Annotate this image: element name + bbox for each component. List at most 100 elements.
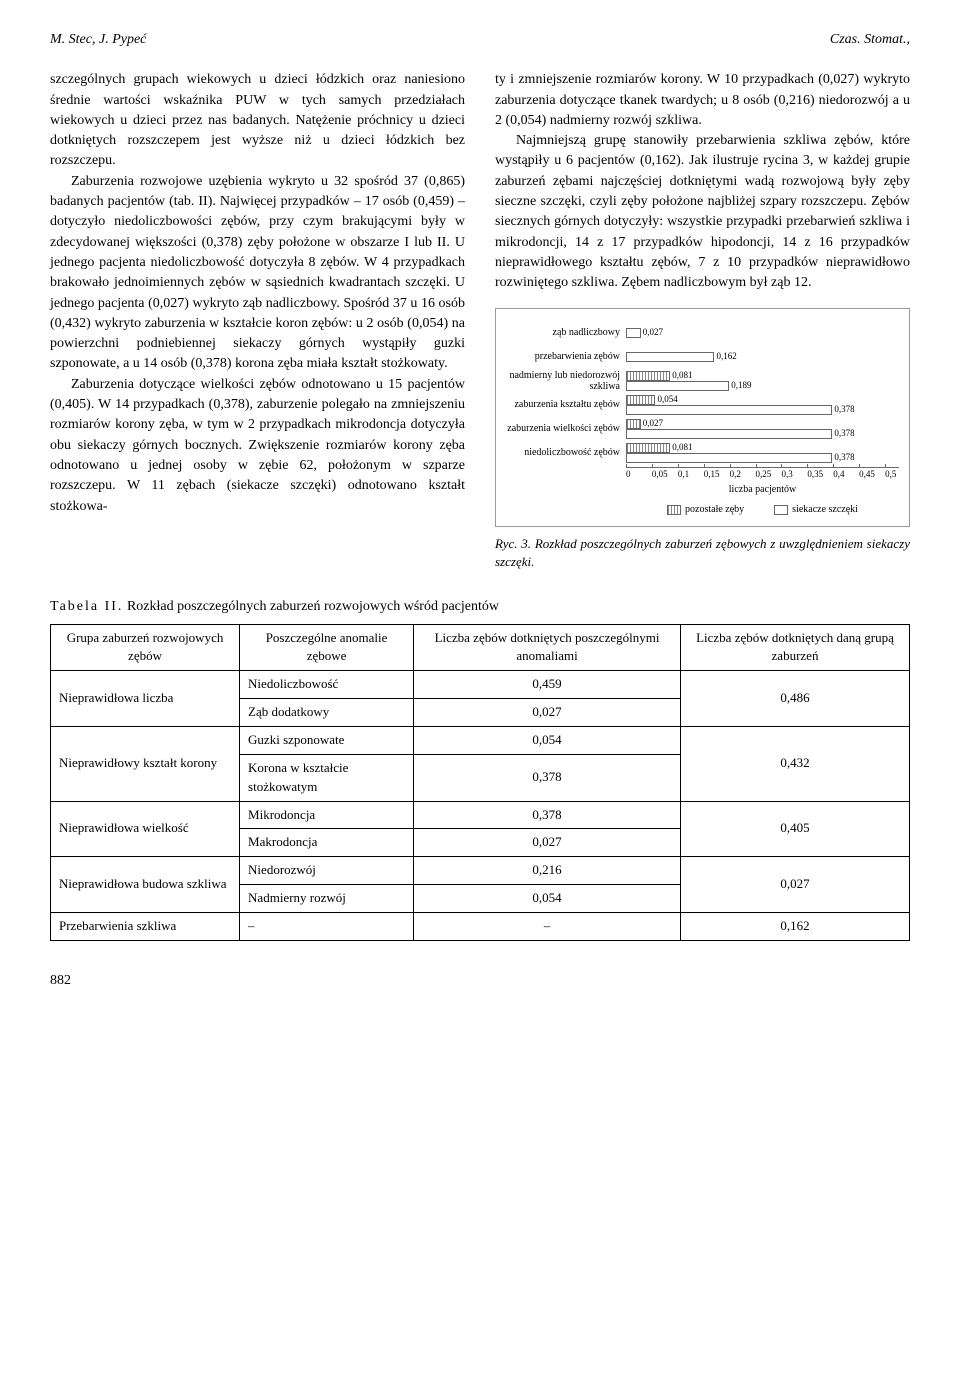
legend-swatch-plain <box>774 505 788 515</box>
bar: 0,378 <box>626 453 832 463</box>
bar-value: 0,027 <box>643 326 663 339</box>
table-row: Nieprawidłowa wielkośćMikrodoncja0,3780,… <box>51 801 910 829</box>
page-header: M. Stec, J. Pypeć Czas. Stomat., <box>50 30 910 50</box>
bar-value: 0,378 <box>834 427 854 440</box>
bar-chart: ząb nadliczbowy0,027przebarwienia zębów0… <box>506 321 899 465</box>
td-value: 0,459 <box>414 671 681 699</box>
td-anomaly: Makrodoncja <box>240 829 414 857</box>
td-group: Nieprawidłowa budowa szkliwa <box>51 857 240 913</box>
chart-bars: 0,162 <box>626 345 899 369</box>
table-ii: Grupa zaburzeń rozwojowych zębów Poszcze… <box>50 624 910 941</box>
axis-tick: 0,3 <box>781 468 807 481</box>
chart-row: ząb nadliczbowy0,027 <box>506 321 899 345</box>
chart-row-label: zaburzenia kształtu zębów <box>506 399 626 410</box>
bar: 0,081 <box>626 371 670 381</box>
td-group: Nieprawidłowa liczba <box>51 671 240 727</box>
chart-row-label: ząb nadliczbowy <box>506 327 626 338</box>
td-value: 0,216 <box>414 857 681 885</box>
chart-bars: 0,054 0,378 <box>626 393 899 417</box>
axis-tick: 0,15 <box>704 468 730 481</box>
td-anomaly: Korona w kształcie stożkowatym <box>240 754 414 801</box>
td-group-value: 0,162 <box>681 912 910 940</box>
bar: 0,189 <box>626 381 729 391</box>
table-row: Przebarwienia szkliwa––0,162 <box>51 912 910 940</box>
chart-bars: 0,027 <box>626 321 899 345</box>
table-row: Nieprawidłowa budowa szkliwaNiedorozwój0… <box>51 857 910 885</box>
para: szczególnych grupach wiekowych u dzieci … <box>50 70 465 171</box>
axis-tick: 0,2 <box>730 468 756 481</box>
figure-caption: Ryc. 3. Rozkład poszczególnych zaburzeń … <box>495 535 910 573</box>
bar: 0,162 <box>626 352 714 362</box>
th: Grupa zaburzeń rozwojowych zębów <box>51 624 240 671</box>
bar-value: 0,189 <box>731 379 751 392</box>
axis-tick: 0,5 <box>885 468 899 481</box>
legend-item: siekacze szczęki <box>774 503 858 518</box>
bar: 0,027 <box>626 419 641 429</box>
axis-tick: 0,35 <box>807 468 833 481</box>
chart-row: zaburzenia wielkości zębów0,0270,378 <box>506 417 899 441</box>
td-value: 0,054 <box>414 726 681 754</box>
figure-3: ząb nadliczbowy0,027przebarwienia zębów0… <box>495 308 910 527</box>
td-anomaly: Niedorozwój <box>240 857 414 885</box>
para: Najmniejszą grupę stanowiły przebarwieni… <box>495 131 910 293</box>
td-group-value: 0,432 <box>681 726 910 801</box>
axis-tick: 0,4 <box>833 468 859 481</box>
td-anomaly: Guzki szponowate <box>240 726 414 754</box>
bar: 0,054 <box>626 395 655 405</box>
axis-tick: 0,45 <box>859 468 885 481</box>
td-anomaly: – <box>240 912 414 940</box>
td-value: 0,378 <box>414 801 681 829</box>
td-group: Nieprawidłowa wielkość <box>51 801 240 857</box>
para: Zaburzenia rozwojowe uzębienia wykryto u… <box>50 172 465 375</box>
chart-row: niedoliczbowość zębów0,0810,378 <box>506 441 899 465</box>
chart-row: przebarwienia zębów0,162 <box>506 345 899 369</box>
page-number: 882 <box>50 971 910 991</box>
td-anomaly: Ząb dodatkowy <box>240 699 414 727</box>
table-row: Nieprawidłowa liczbaNiedoliczbowość0,459… <box>51 671 910 699</box>
bar: 0,027 <box>626 328 641 338</box>
table-row: Nieprawidłowy kształt koronyGuzki szpono… <box>51 726 910 754</box>
th: Liczba zębów dotkniętych daną grupą zabu… <box>681 624 910 671</box>
td-value: 0,027 <box>414 829 681 857</box>
chart-row-label: zaburzenia wielkości zębów <box>506 423 626 434</box>
para: Zaburzenia dotyczące wielkości zębów odn… <box>50 375 465 517</box>
td-group-value: 0,486 <box>681 671 910 727</box>
chart-axis: 00,050,10,150,20,250,30,350,40,450,5 <box>626 467 899 481</box>
axis-tick: 0,25 <box>756 468 782 481</box>
header-authors: M. Stec, J. Pypeć <box>50 30 146 50</box>
td-value: 0,378 <box>414 754 681 801</box>
axis-tick: 0,1 <box>678 468 704 481</box>
chart-row-label: nadmierny lub niedorozwój szkliwa <box>506 370 626 392</box>
bar-value: 0,378 <box>834 451 854 464</box>
header-journal: Czas. Stomat., <box>830 30 910 50</box>
para: ty i zmniejszenie rozmiarów korony. W 10… <box>495 70 910 131</box>
chart-legend: pozostałe zęby siekacze szczęki <box>626 503 899 518</box>
td-anomaly: Nadmierny rozwój <box>240 885 414 913</box>
td-anomaly: Niedoliczbowość <box>240 671 414 699</box>
td-value: 0,027 <box>414 699 681 727</box>
legend-label: siekacze szczęki <box>792 503 858 518</box>
bar: 0,378 <box>626 429 832 439</box>
td-group-value: 0,027 <box>681 857 910 913</box>
bar-value: 0,378 <box>834 403 854 416</box>
table-header-row: Grupa zaburzeń rozwojowych zębów Poszcze… <box>51 624 910 671</box>
body-columns: szczególnych grupach wiekowych u dzieci … <box>50 70 910 572</box>
chart-bars: 0,0810,378 <box>626 441 899 465</box>
td-group: Nieprawidłowy kształt korony <box>51 726 240 801</box>
chart-row: zaburzenia kształtu zębów0,054 0,378 <box>506 393 899 417</box>
td-value: – <box>414 912 681 940</box>
right-column: ty i zmniejszenie rozmiarów korony. W 10… <box>495 70 910 572</box>
table-title-rest: Rozkład poszczególnych zaburzeń rozwojow… <box>123 599 499 614</box>
chart-row-label: niedoliczbowość zębów <box>506 447 626 458</box>
td-group-value: 0,405 <box>681 801 910 857</box>
table-title: Tabela II. Rozkład poszczególnych zaburz… <box>50 597 910 617</box>
th: Poszczególne anomalie zębowe <box>240 624 414 671</box>
legend-item: pozostałe zęby <box>667 503 744 518</box>
bar: 0,081 <box>626 443 670 453</box>
chart-bars: 0,0810,189 <box>626 369 899 393</box>
chart-bars: 0,0270,378 <box>626 417 899 441</box>
td-value: 0,054 <box>414 885 681 913</box>
legend-swatch-striped <box>667 505 681 515</box>
td-group: Przebarwienia szkliwa <box>51 912 240 940</box>
th: Liczba zębów dotkniętych poszczególnymi … <box>414 624 681 671</box>
